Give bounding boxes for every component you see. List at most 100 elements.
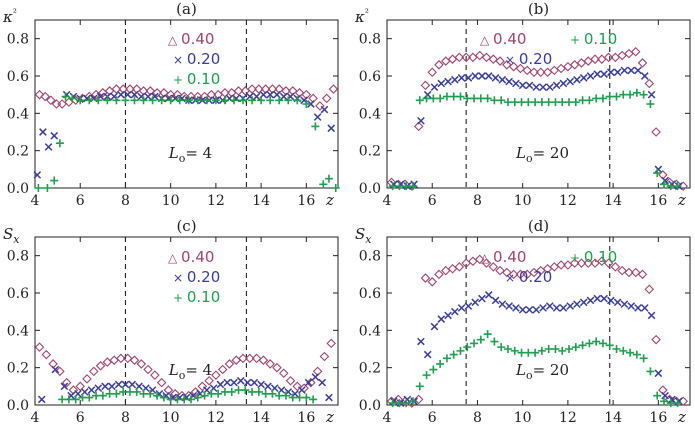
data-point: [313, 113, 322, 121]
data-point: [646, 100, 655, 108]
data-point: [503, 345, 512, 353]
data-point: [98, 391, 107, 400]
data-point: [444, 77, 452, 86]
data-point: [236, 376, 245, 385]
data-point: [630, 46, 641, 57]
data-point: [481, 258, 492, 268]
data-point: [605, 92, 614, 101]
data-point: [569, 60, 580, 70]
data-point: [148, 96, 157, 105]
data-point: [603, 258, 614, 268]
data-point: [640, 304, 649, 312]
data-point: [420, 80, 431, 91]
data-point: [573, 75, 581, 84]
data-point: [644, 78, 655, 89]
data-point: [78, 393, 87, 402]
data-point: [61, 377, 72, 388]
data-point: [613, 68, 622, 77]
data-point: [565, 98, 574, 107]
data-point: [33, 171, 42, 179]
data-point: [150, 370, 160, 380]
data-point: [586, 296, 595, 305]
data-point: [545, 83, 554, 92]
series-0.10: [34, 92, 340, 192]
data-point: [187, 395, 196, 404]
y-tick-label: 0.8: [359, 32, 381, 48]
x-tick-label: 6: [428, 410, 437, 426]
legend-item: △ 0.40: [480, 30, 526, 48]
data-point: [518, 81, 527, 90]
data-point: [116, 353, 126, 364]
data-point: [295, 393, 304, 402]
data-point: [668, 395, 676, 404]
data-point: [193, 96, 202, 105]
data-point: [512, 304, 520, 312]
data-point: [488, 54, 499, 64]
data-point: [593, 294, 602, 303]
data-point: [57, 99, 67, 109]
data-point: [41, 349, 52, 360]
data-point: [515, 63, 526, 74]
series-0.20: [33, 90, 336, 179]
data-point: [639, 90, 648, 99]
data-point: [617, 50, 627, 61]
data-point: [202, 96, 211, 105]
data-point: [254, 84, 264, 94]
data-point: [585, 96, 594, 105]
x-tick-label: 4: [31, 410, 40, 426]
data-point: [238, 353, 248, 364]
data-point: [444, 311, 452, 320]
legend-item: + 0.10: [570, 248, 617, 266]
data-point: [331, 184, 340, 192]
legend-item: + 0.10: [570, 30, 617, 48]
x-axis-label: z: [325, 191, 334, 209]
data-point: [50, 131, 59, 140]
data-point: [402, 182, 411, 191]
data-point: [87, 386, 96, 394]
data-point: [646, 367, 655, 376]
panel-label: (c): [176, 217, 196, 235]
data-point: [422, 94, 431, 103]
data-point: [420, 273, 431, 283]
data-point: [429, 94, 438, 103]
data-point: [583, 56, 594, 66]
data-point: [437, 315, 446, 323]
data-point: [248, 387, 257, 396]
x-tick-label: 16: [649, 410, 667, 426]
data-point: [576, 58, 587, 68]
data-point: [495, 265, 505, 276]
data-point: [121, 96, 130, 105]
data-point: [108, 382, 116, 391]
data-point: [661, 176, 669, 185]
data-point: [252, 92, 261, 101]
data-point: [634, 66, 642, 75]
data-point: [44, 143, 53, 151]
data-point: [532, 305, 541, 314]
data-point: [490, 337, 499, 346]
data-point: [659, 180, 668, 189]
data-point: [156, 377, 167, 388]
data-point: [434, 269, 444, 280]
data-point: [556, 63, 566, 74]
data-point: [166, 96, 175, 105]
data-point: [76, 96, 85, 105]
data-point: [119, 387, 128, 396]
panel-c: 4 6 8 10 12 14 16 0.0 0.2 0.4 0.6 0.8 (c) Sx z Lo= 4 △ 0…: [3, 217, 339, 426]
data-point: [545, 302, 554, 310]
x-tick-label: 16: [297, 193, 315, 209]
data-point: [593, 70, 602, 78]
legend-item: + 0.10: [173, 288, 220, 306]
data-point: [471, 72, 480, 80]
y-tick-label: 0.0: [7, 181, 29, 197]
panel-label: (d): [528, 217, 549, 235]
data-point: [417, 337, 425, 346]
data-point: [474, 254, 485, 265]
data-point: [293, 96, 302, 105]
data-point: [441, 56, 451, 66]
data-point: [409, 182, 418, 191]
data-point: [661, 391, 669, 400]
data-point: [112, 96, 121, 105]
data-point: [579, 298, 588, 307]
series-0.20: [389, 291, 683, 407]
data-point: [413, 121, 424, 132]
